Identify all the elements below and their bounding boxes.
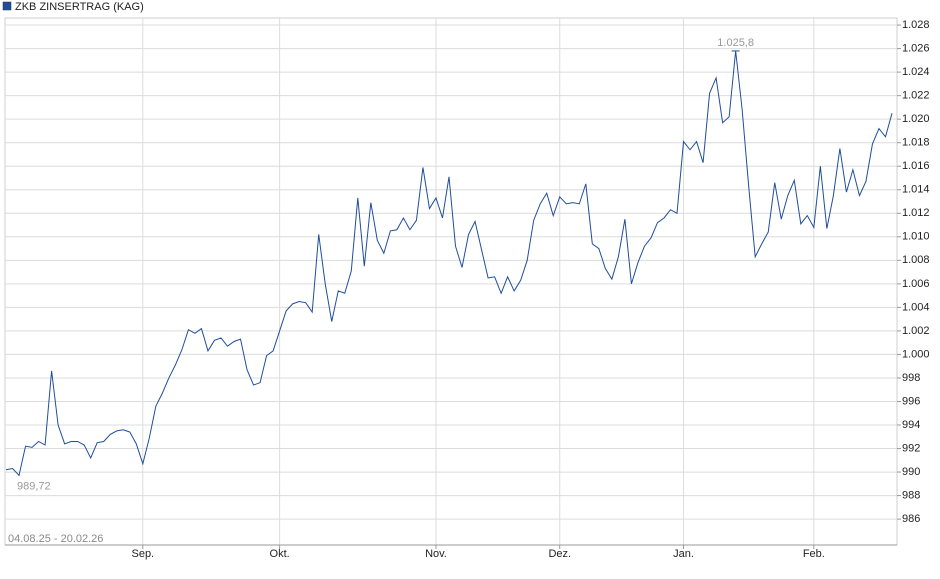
x-tick-label: Nov. [425, 548, 447, 560]
y-tick-label: 990 [902, 466, 920, 478]
legend-swatch [2, 1, 12, 11]
x-tick-label: Dez. [548, 548, 571, 560]
y-tick-label: 1.028 [902, 19, 930, 31]
y-tick-label: 1.000 [902, 348, 930, 360]
y-tick-label: 1.006 [902, 278, 930, 290]
y-tick-label: 1.014 [902, 184, 930, 196]
x-tick-label: Feb. [803, 548, 825, 560]
value-label: 989,72 [17, 480, 51, 492]
x-tick-label: Sep. [131, 548, 154, 560]
y-tick-label: 1.018 [902, 137, 930, 149]
x-tick-label: Okt. [270, 548, 290, 560]
y-tick-label: 996 [902, 395, 920, 407]
y-tick-label: 1.026 [902, 42, 930, 54]
price-line [5, 50, 893, 477]
y-tick-label: 1.022 [902, 90, 930, 102]
y-tick-label: 1.010 [902, 231, 930, 243]
y-tick-label: 992 [902, 442, 920, 454]
value-label: 1.025,8 [717, 37, 754, 49]
y-tick-label: 1.002 [902, 325, 930, 337]
x-tick-label: Jan. [673, 548, 694, 560]
y-tick-label: 1.012 [902, 207, 930, 219]
y-tick-label: 1.004 [902, 301, 930, 313]
period-label: 04.08.25 - 20.02.26 [8, 533, 103, 545]
y-tick-label: 986 [902, 513, 920, 525]
legend-label: ZKB ZINSERTRAG (KAG) [15, 1, 144, 13]
plot-frame [4, 17, 898, 546]
y-tick-label: 1.008 [902, 254, 930, 266]
y-tick-label: 1.024 [902, 66, 930, 78]
y-tick-label: 1.016 [902, 160, 930, 172]
y-tick-label: 994 [902, 419, 920, 431]
y-tick-label: 1.020 [902, 113, 930, 125]
y-tick-label: 988 [902, 490, 920, 502]
y-tick-label: 998 [902, 372, 920, 384]
